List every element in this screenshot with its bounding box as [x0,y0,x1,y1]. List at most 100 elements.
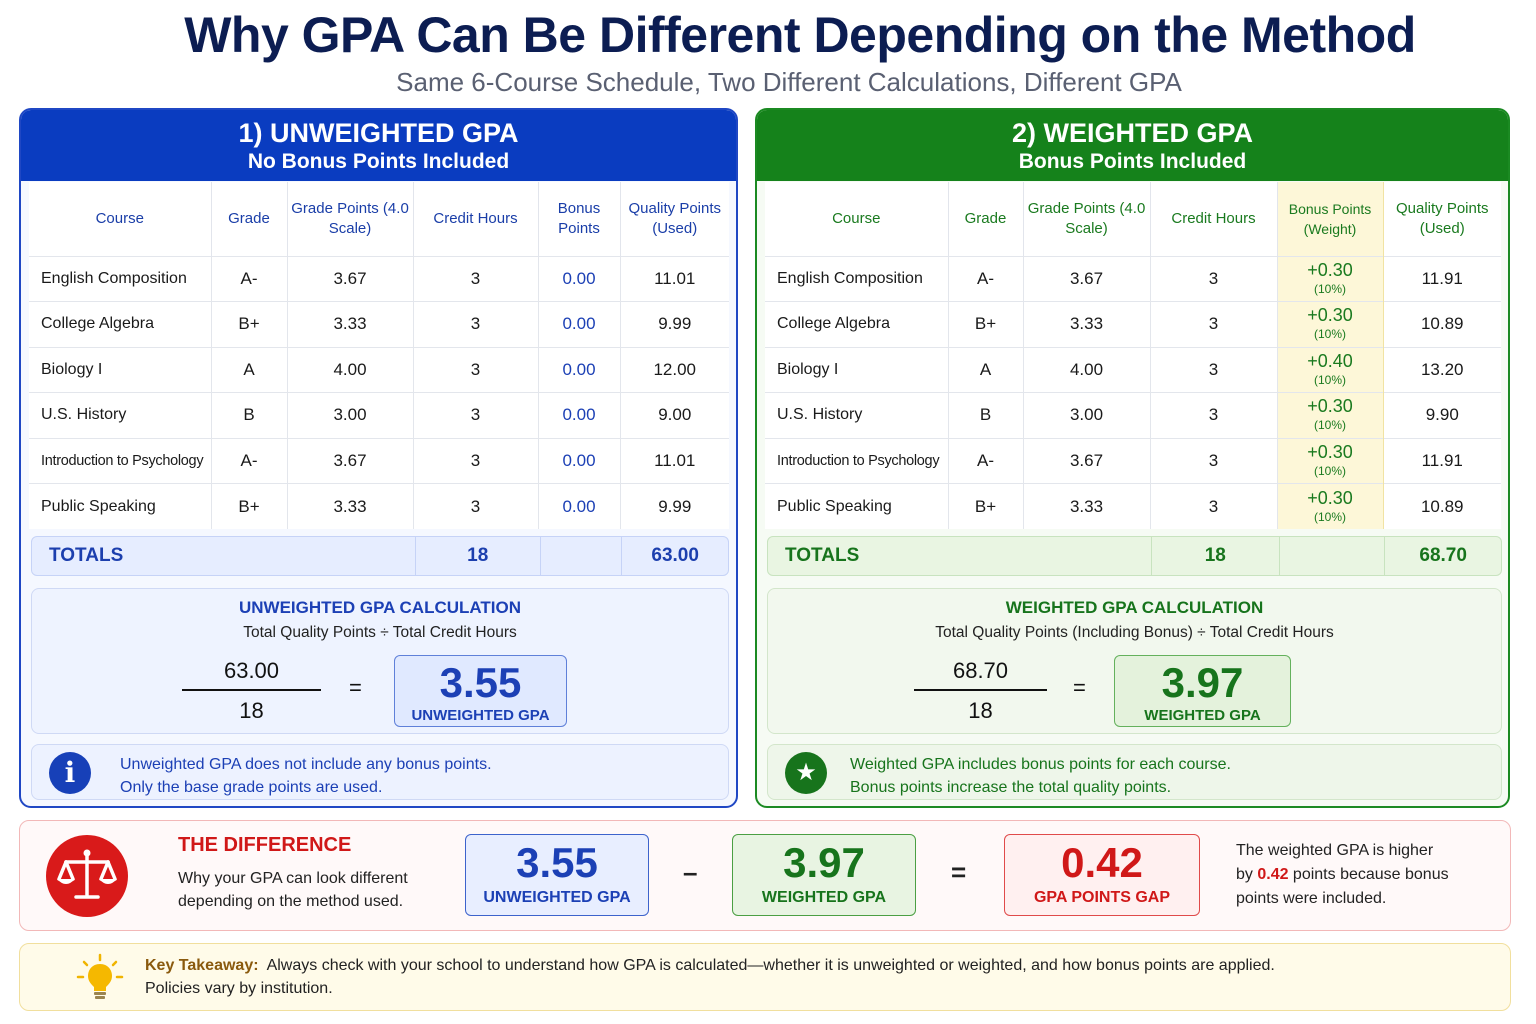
quality-points-cell: 9.99 [620,301,729,347]
weighted-note: ★ Weighted GPA includes bonus points for… [767,744,1502,800]
grade-cell: B+ [211,301,288,347]
grade-cell: A [948,346,1024,393]
unweighted-note: i Unweighted GPA does not include any bo… [31,744,729,800]
col-credit-hours: Credit Hours [1150,182,1278,256]
explanation-line-3: points were included. [1236,890,1387,907]
bonus-percent: (10%) [1313,418,1346,433]
quality-points-cell: 9.90 [1383,392,1501,438]
credit-hours-cell: 3 [413,301,539,347]
weighted-totals: TOTALS 18 68.70 [767,536,1502,576]
credit-hours-cell: 3 [1150,346,1278,393]
calc-denominator: 18 [239,698,264,723]
quality-points-cell: 9.99 [620,483,729,529]
result-label: WEIGHTED GPA [1144,707,1261,724]
bonus-points-cell: 0.00 [538,437,621,484]
bonus-percent: (10%) [1313,372,1346,387]
bonus-value: +0.40 [1307,350,1353,371]
calc-fraction: 68.70 18 [914,655,1047,727]
explanation-pre: by [1236,866,1258,883]
bonus-value: +0.30 [1307,259,1353,280]
grade-cell: B+ [211,483,288,529]
explanation-post: points because bonus [1288,866,1449,883]
quality-points-cell: 11.01 [620,437,729,484]
bonus-value: +0.30 [1307,487,1353,508]
table-row: U.S. History B 3.00 3 0.00 9.00 [29,392,729,438]
table-row: Public Speaking B+ 3.33 3 0.00 9.99 [29,483,729,529]
grade-cell: B [211,392,288,438]
totals-quality-points: 68.70 [1384,537,1501,575]
bonus-points-cell: 0.00 [538,346,621,393]
calc-title: UNWEIGHTED GPA CALCULATION [238,598,522,617]
col-grade: Grade [948,182,1024,256]
difference-explanation: The weighted GPA is higher by 0.42 point… [1236,839,1496,911]
course-name: English Composition [29,255,212,302]
balance-scale-icon [46,835,128,917]
course-name: Biology I [765,346,949,393]
table-row: Introduction to Psychology A- 3.67 3 +0.30 (1… [765,437,1501,484]
table-row: Introduction to Psychology A- 3.67 3 0.00 11.… [29,437,729,484]
table-row: Public Speaking B+ 3.33 3 +0.30 (10%) 10.89 [765,483,1501,529]
bonus-weight-cell: +0.40 (10%) [1276,346,1384,393]
result-value: 3.55 [439,659,522,706]
grade-points-cell: 3.33 [1023,301,1151,347]
table-row: Biology I A 4.00 3 0.00 12.00 [29,346,729,393]
table-row: College Algebra B+ 3.33 3 +0.30 (10%) 10.89 [765,301,1501,347]
col-bonus-points-weight: Bonus Points (Weight) [1276,182,1384,256]
calc-formula: Total Quality Points ÷ Total Credit Hour… [243,624,517,641]
unweighted-calculation: UNWEIGHTED GPA CALCULATION Total Quality… [31,588,729,734]
difference-line-1: Why your GPA can look different [178,870,408,887]
col-grade: Grade [211,182,288,256]
grade-cell: B+ [948,483,1024,529]
page-subtitle: Same 6-Course Schedule, Two Different Ca… [396,67,1182,97]
col-quality-points: Quality Points (Used) [1395,199,1489,237]
difference-line-2: depending on the method used. [178,893,404,910]
note-text: Weighted GPA includes bonus points for e… [850,753,1231,799]
bonus-percent: (10%) [1313,327,1346,342]
grade-points-cell: 4.00 [1023,346,1151,393]
bonus-value: +0.30 [1307,396,1353,417]
takeaway-line-1: Key Takeaway: Always check with your sch… [145,954,1485,977]
grade-cell: A [211,346,288,393]
course-name: Introduction to Psychology [29,437,212,484]
box-value: 3.55 [516,839,598,886]
unweighted-panel: 1) UNWEIGHTED GPA No Bonus Points Includ… [19,108,738,808]
quality-points-cell: 10.89 [1383,301,1501,347]
note-line-2: Bonus points increase the total quality … [850,779,1172,796]
difference-section: THE DIFFERENCE Why your GPA can look dif… [19,820,1511,931]
calc-numerator: 63.00 [223,658,280,683]
calc-equals: = [1073,675,1086,700]
explanation-highlight: 0.42 [1257,866,1289,883]
box-value: 0.42 [1061,839,1143,886]
weighted-gpa-result: 3.97 WEIGHTED GPA [1114,655,1291,727]
grade-points-cell: 3.33 [287,301,414,347]
weighted-calculation: WEIGHTED GPA CALCULATION Total Quality P… [767,588,1502,734]
unweighted-heading: 1) UNWEIGHTED GPA [238,118,519,148]
bonus-weight-cell: +0.30 (10%) [1276,255,1384,302]
col-course: Course [29,182,212,256]
col-bonus-points: Bonus Points [538,182,621,256]
explanation-line-1: The weighted GPA is higher [1236,842,1434,859]
course-name: College Algebra [29,301,212,347]
grade-points-cell: 3.33 [1023,483,1151,529]
grade-points-cell: 3.67 [1023,437,1151,484]
note-line-1: Unweighted GPA does not include any bonu… [120,756,492,773]
gpa-gap-box: 0.42 GPA POINTS GAP [1004,834,1200,916]
table-row: Biology I A 4.00 3 +0.40 (10%) 13.20 [765,346,1501,393]
fraction-bar [914,689,1047,691]
bonus-points-cell: 0.00 [538,255,621,302]
box-label: GPA POINTS GAP [1033,889,1170,906]
calc-numerator: 68.70 [952,658,1009,683]
credit-hours-cell: 3 [413,346,539,393]
weighted-panel: 2) WEIGHTED GPA Bonus Points Included Co… [755,108,1510,808]
weighted-gpa-box: 3.97 WEIGHTED GPA [732,834,916,916]
col-credit-hours: Credit Hours [413,182,539,256]
weighted-subheading: Bonus Points Included [1018,150,1247,173]
totals-bonus-empty [539,537,622,575]
col-course: Course [765,182,949,256]
grade-points-cell: 3.67 [287,255,414,302]
table-header-row: Course Grade Grade Points (4.0 Scale) Cr… [29,182,729,256]
table-row: College Algebra B+ 3.33 3 0.00 9.99 [29,301,729,347]
quality-points-cell: 11.01 [620,255,729,302]
calc-fraction: 63.00 18 [182,655,321,727]
page-title: Why GPA Can Be Different Depending on th… [184,7,1416,63]
